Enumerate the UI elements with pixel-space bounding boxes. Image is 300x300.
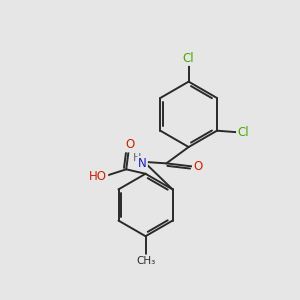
Text: HO: HO bbox=[89, 170, 107, 183]
Text: N: N bbox=[138, 157, 147, 170]
Text: O: O bbox=[193, 160, 202, 173]
Text: Cl: Cl bbox=[237, 126, 249, 139]
Text: Cl: Cl bbox=[183, 52, 194, 65]
Text: CH₃: CH₃ bbox=[136, 256, 155, 266]
Text: H: H bbox=[133, 153, 142, 163]
Text: O: O bbox=[125, 138, 135, 152]
